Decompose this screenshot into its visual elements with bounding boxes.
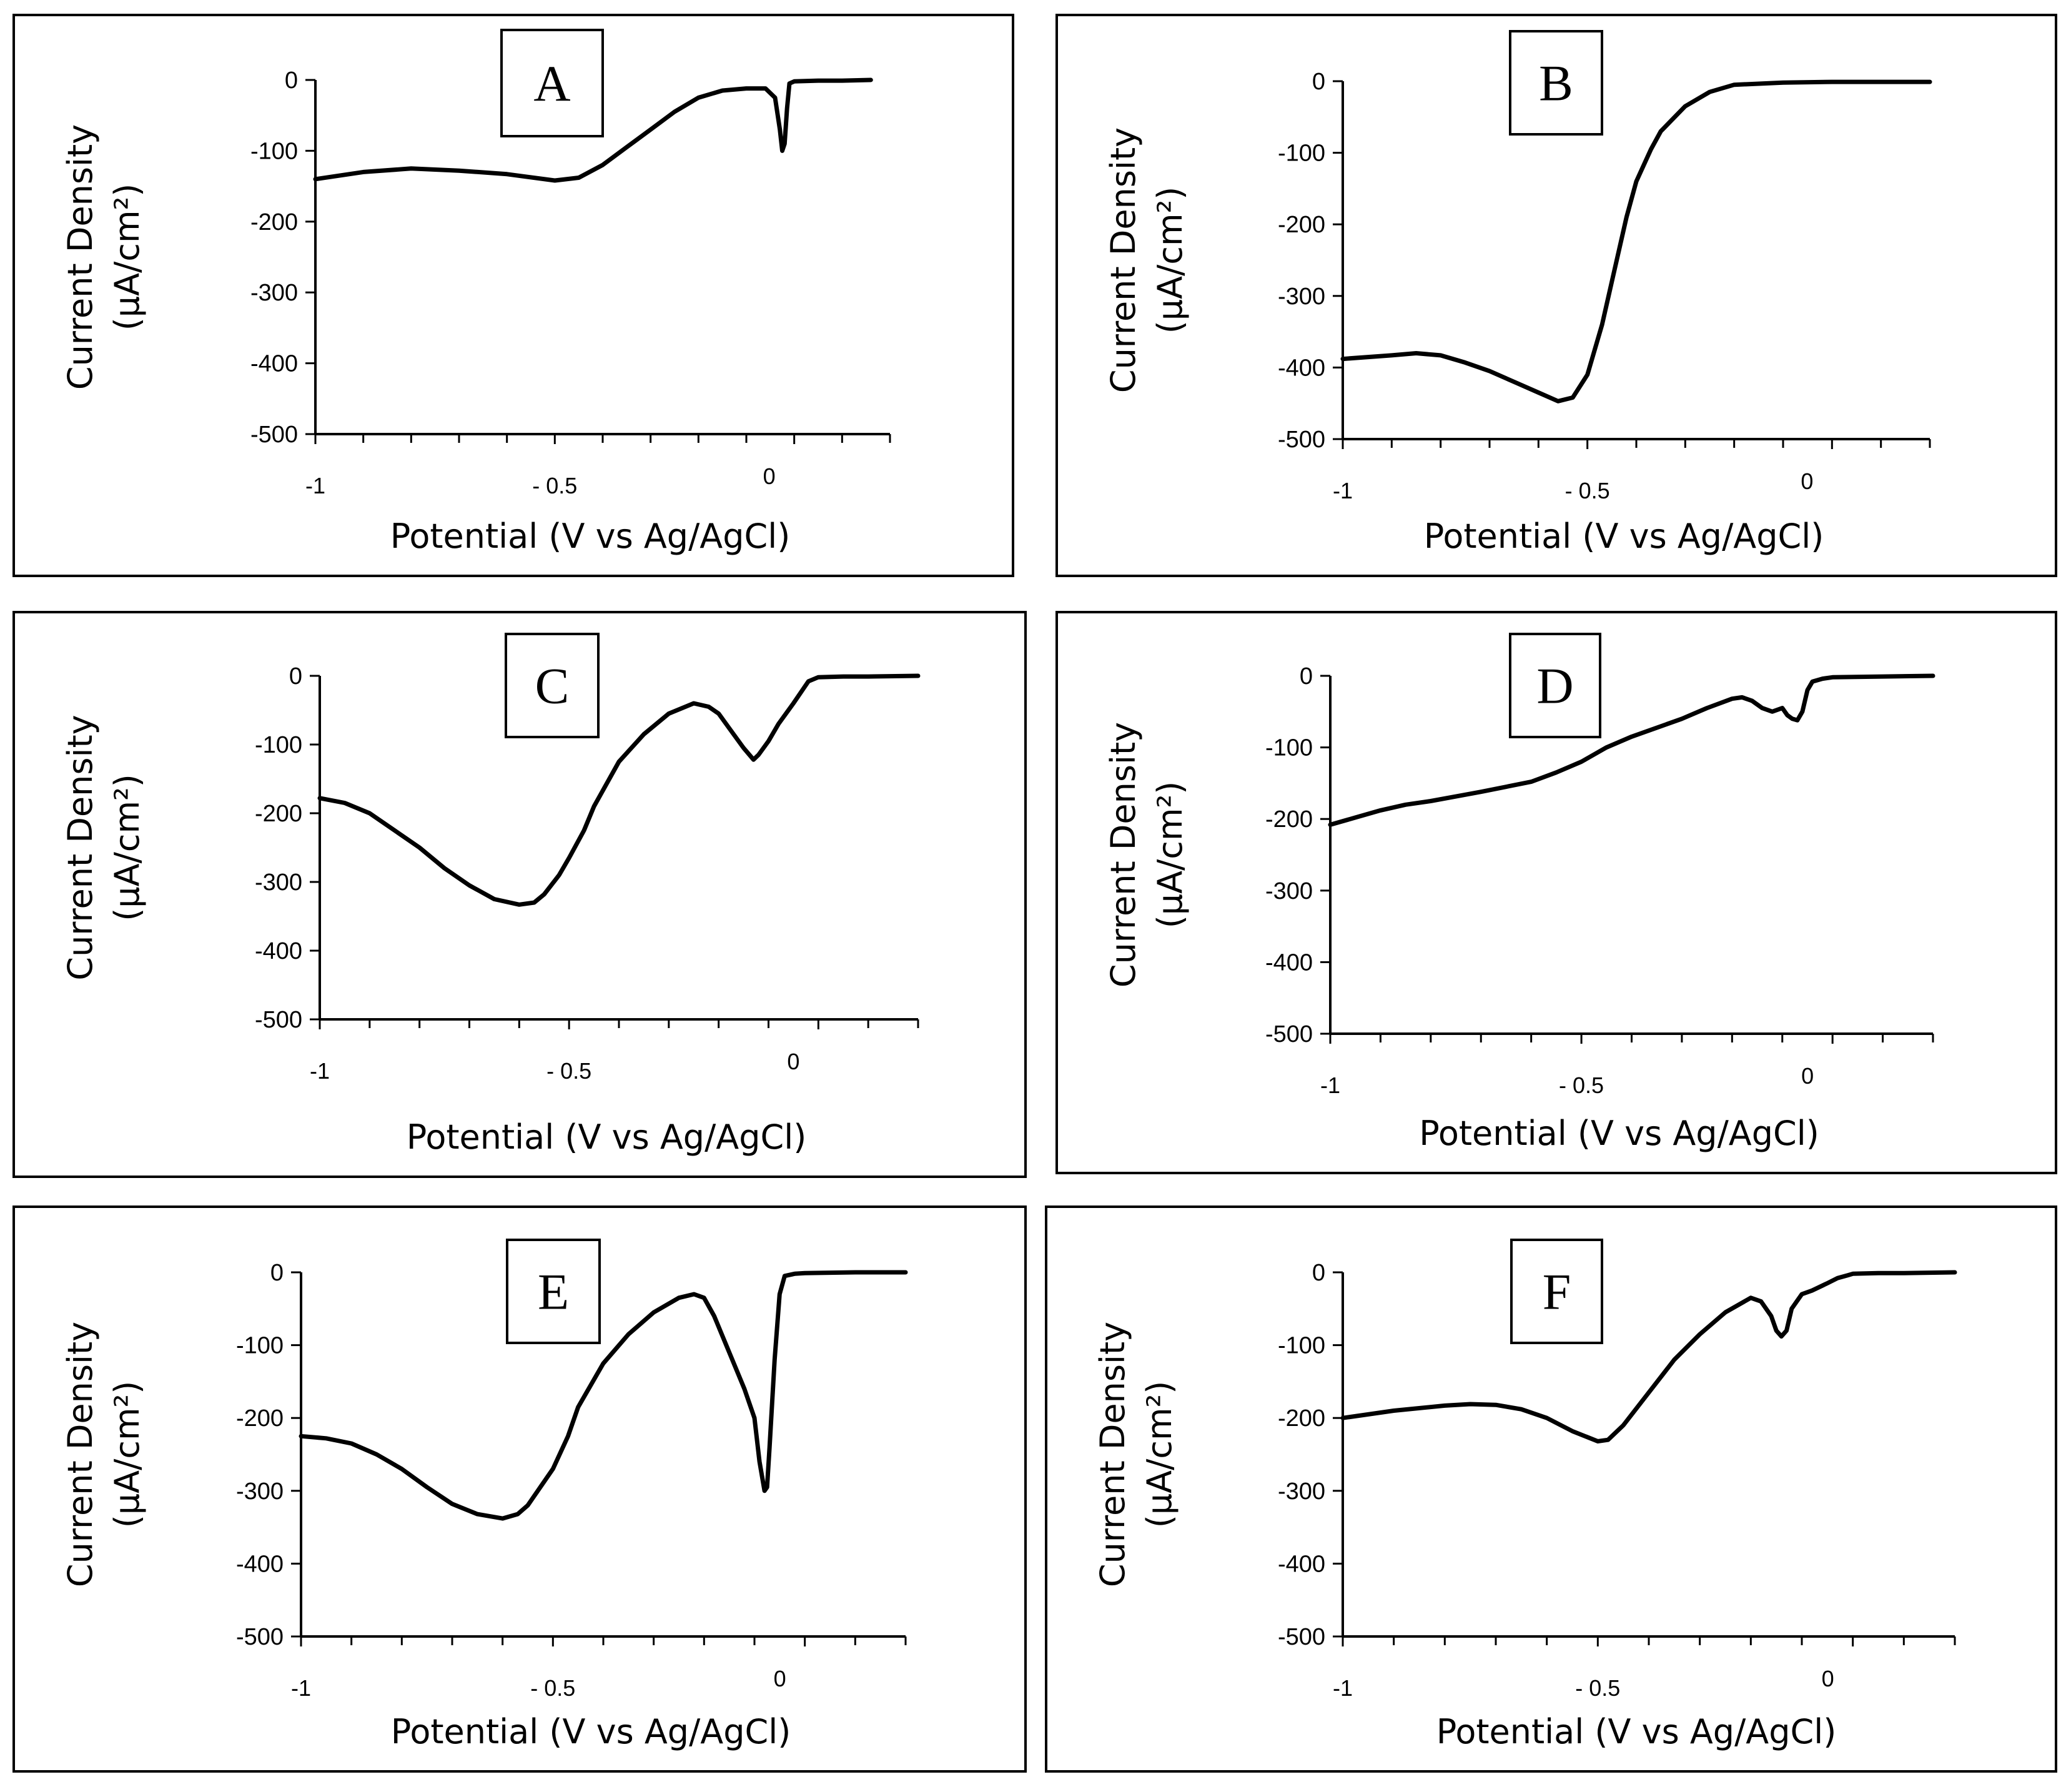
y-tick-label: -500 <box>255 1007 302 1033</box>
panel-label: E <box>538 1264 569 1320</box>
x-tick-label: -1 <box>291 1675 311 1701</box>
y-tick-label: -200 <box>1278 212 1325 238</box>
x-tick-label: -1 <box>305 473 325 498</box>
y-axis-title-line-2: (µA/cm²) <box>107 1381 147 1528</box>
x-tick-label: 0 <box>1801 468 1813 494</box>
y-tick-label: 0 <box>289 663 302 690</box>
y-tick-label: -400 <box>255 938 302 964</box>
y-tick-label: -100 <box>1278 1333 1325 1359</box>
panel-d: 0 -100 -200 -300 -400 -500 -1 - 0.5 0 D Potential … <box>1055 611 2057 1174</box>
x-axis-title: Potential (V vs Ag/AgCl) <box>1419 1114 1819 1153</box>
x-axis-title: Potential (V vs Ag/AgCl) <box>391 1712 791 1751</box>
y-tick-label: -200 <box>1278 1405 1325 1432</box>
y-tick-label: -200 <box>250 209 298 235</box>
data-curve <box>317 673 921 907</box>
panel-label: C <box>535 658 570 715</box>
panel-label-box <box>505 633 600 738</box>
y-tick-label: 0 <box>1312 69 1325 95</box>
y-axis-title-line-2: (µA/cm²) <box>107 774 147 921</box>
panel-label-box <box>1509 30 1603 136</box>
y-tick-label: -400 <box>1265 949 1313 976</box>
y-tick-label: -100 <box>236 1333 284 1359</box>
panel-a: 0 -100 -200 -300 -400 -500 -1 - 0.5 0 A Potential … <box>12 14 1014 577</box>
y-tick-label: -100 <box>250 138 298 164</box>
y-tick-label: -300 <box>255 869 302 896</box>
x-tick-label: - 0.5 <box>532 473 577 498</box>
x-tick-label: 0 <box>763 463 776 489</box>
y-tick-label: -500 <box>236 1624 284 1650</box>
y-tick-label: -300 <box>236 1478 284 1505</box>
y-axis-title-line-2: (µA/cm²) <box>1150 187 1190 334</box>
y-tick-label: -300 <box>1278 284 1325 310</box>
x-tick-label: - 0.5 <box>1575 1675 1620 1701</box>
y-axis-title-line-2: (µA/cm²) <box>1140 1381 1179 1528</box>
y-tick-label: -300 <box>250 280 298 306</box>
panel-label: D <box>1536 658 1573 715</box>
y-tick-label: 0 <box>270 1260 284 1286</box>
panel-e: 0 -100 -200 -300 -400 -500 -1 - 0.5 0 E Potential … <box>12 1205 1027 1773</box>
y-tick-label: -300 <box>1265 878 1313 904</box>
y-tick-label: -200 <box>236 1405 284 1432</box>
data-curve <box>299 1270 908 1521</box>
y-tick-label: -200 <box>1265 806 1313 833</box>
y-tick-label: 0 <box>285 67 298 94</box>
data-curve <box>313 77 873 183</box>
panel-label-box <box>1509 633 1601 738</box>
y-tick-label: -400 <box>1278 355 1325 381</box>
y-tick-label: -500 <box>1265 1021 1313 1047</box>
panel-f: 0 -100 -200 -300 -400 -500 -1 - 0.5 0 F Potential … <box>1045 1205 2057 1773</box>
x-tick-label: -1 <box>1320 1072 1340 1098</box>
x-tick-label: - 0.5 <box>1565 478 1610 503</box>
y-tick-label: -100 <box>255 732 302 758</box>
y-axis-title-line-1: Current Density <box>61 124 100 390</box>
x-tick-label: 0 <box>1801 1063 1814 1089</box>
y-tick-label: -400 <box>236 1551 284 1577</box>
y-axis-title-line-2: (µA/cm²) <box>1150 781 1190 929</box>
panel-label-box <box>1510 1239 1603 1344</box>
y-tick-label: -300 <box>1278 1478 1325 1505</box>
panel-label-box <box>506 1239 601 1344</box>
y-axis-title-line-1: Current Density <box>1104 127 1143 393</box>
x-tick-label: 0 <box>1822 1666 1834 1691</box>
y-axis-title-line-1: Current Density <box>61 715 100 980</box>
y-tick-label: -500 <box>1278 427 1325 453</box>
y-tick-label: -500 <box>1278 1624 1325 1650</box>
y-axis-title-line-1: Current Density <box>1104 722 1143 988</box>
panel-c: 0 -100 -200 -300 -400 -500 -1 - 0.5 0 C Potential … <box>12 611 1027 1178</box>
y-tick-label: 0 <box>1312 1260 1325 1286</box>
x-tick-label: -1 <box>310 1058 330 1084</box>
y-axis-title-line-2: (µA/cm²) <box>107 184 147 331</box>
data-curve <box>1340 1270 1957 1443</box>
x-tick-label: - 0.5 <box>1559 1072 1604 1098</box>
x-axis-title: Potential (V vs Ag/AgCl) <box>390 517 791 556</box>
y-axis-title-line-1: Current Density <box>1093 1322 1132 1587</box>
x-axis-title: Potential (V vs Ag/AgCl) <box>1436 1712 1837 1751</box>
x-tick-label: - 0.5 <box>546 1058 591 1084</box>
y-tick-label: 0 <box>1300 663 1313 690</box>
y-tick-label: -100 <box>1278 141 1325 167</box>
y-tick-label: -500 <box>250 422 298 448</box>
panel-label: B <box>1539 55 1573 112</box>
data-curve <box>1328 673 1935 827</box>
panel-label: F <box>1543 1264 1571 1320</box>
y-axis-title-line-1: Current Density <box>61 1322 100 1587</box>
x-tick-label: 0 <box>774 1666 786 1691</box>
x-tick-label: - 0.5 <box>530 1675 575 1701</box>
y-tick-label: -400 <box>250 351 298 377</box>
data-curve <box>1340 79 1932 403</box>
x-tick-label: 0 <box>787 1049 799 1074</box>
panel-label: A <box>533 55 570 112</box>
x-axis-title: Potential (V vs Ag/AgCl) <box>1424 517 1824 556</box>
x-axis-title: Potential (V vs Ag/AgCl) <box>407 1117 807 1157</box>
panel-label-box <box>500 29 604 137</box>
panel-b: 0 -100 -200 -300 -400 -500 -1 - 0.5 0 B Potential … <box>1055 14 2057 577</box>
x-tick-label: -1 <box>1333 1675 1353 1701</box>
x-tick-label: -1 <box>1333 478 1353 503</box>
y-tick-label: -200 <box>255 801 302 827</box>
y-tick-label: -100 <box>1265 735 1313 761</box>
y-tick-label: -400 <box>1278 1551 1325 1577</box>
